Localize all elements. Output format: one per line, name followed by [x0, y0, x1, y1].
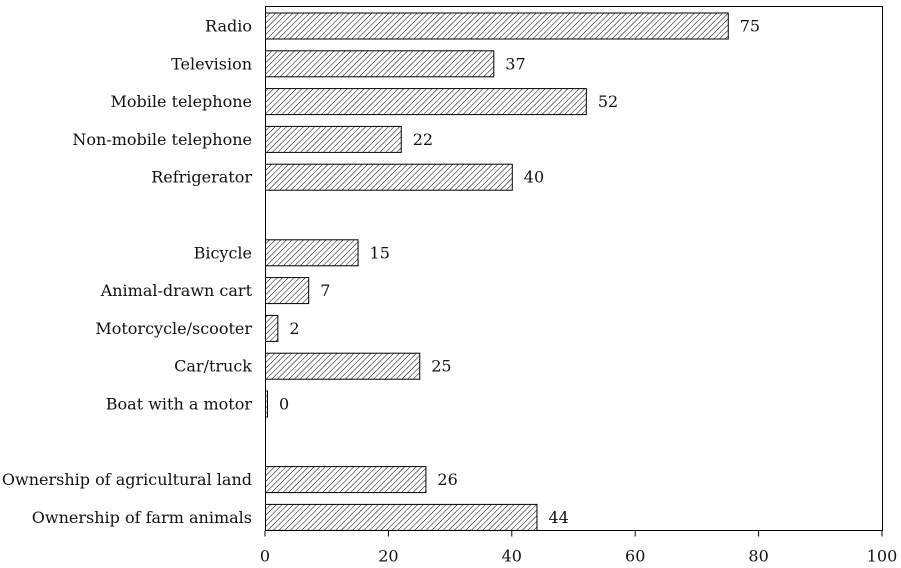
x-axis-ticks-group: 0 20 40 60 80 100: [260, 530, 898, 566]
category-label-non-mobile-telephone: Non-mobile telephone: [72, 130, 252, 149]
x-tick-label-0: 0: [260, 547, 270, 566]
category-label-mobile-telephone: Mobile telephone: [111, 92, 252, 111]
x-tick-label-80: 80: [748, 547, 768, 566]
value-label-boat-with-a-motor: 0: [279, 395, 289, 414]
value-labels-group: 75 37 52 22 40 15 7 2 25 0 26 44: [279, 17, 760, 527]
category-label-ownership-of-farm-animals: Ownership of farm animals: [32, 508, 252, 527]
value-label-bicycle: 15: [370, 243, 390, 262]
bars-group: [265, 12, 729, 531]
value-label-animal-drawn-cart: 7: [320, 281, 330, 300]
category-label-boat-with-a-motor: Boat with a motor: [106, 395, 253, 414]
category-label-refrigerator: Refrigerator: [151, 168, 252, 187]
category-label-ownership-of-agricultural-land: Ownership of agricultural land: [2, 470, 252, 489]
value-label-motorcycle-scooter: 2: [289, 319, 299, 338]
x-tick-label-60: 60: [625, 547, 645, 566]
category-label-motorcycle-scooter: Motorcycle/scooter: [95, 319, 252, 338]
bar-radio: [265, 12, 729, 40]
bar-animal-drawn-cart: [265, 277, 310, 305]
bar-motorcycle-scooter: [265, 314, 279, 342]
value-label-mobile-telephone: 52: [598, 92, 618, 111]
value-label-refrigerator: 40: [524, 168, 544, 187]
bar-bicycle: [265, 239, 359, 267]
x-tick-label-40: 40: [502, 547, 522, 566]
bar-television: [265, 50, 495, 78]
value-label-ownership-of-agricultural-land: 26: [437, 470, 457, 489]
bar-boat-with-a-motor: [265, 390, 268, 418]
bar-non-mobile-telephone: [265, 125, 402, 153]
x-tick-label-100: 100: [867, 547, 898, 566]
category-labels-group: Radio Television Mobile telephone Non-mobil…: [2, 17, 253, 527]
category-label-television: Television: [171, 54, 252, 73]
category-label-animal-drawn-cart: Animal-drawn cart: [100, 281, 253, 300]
value-label-ownership-of-farm-animals: 44: [548, 508, 568, 527]
value-label-non-mobile-telephone: 22: [413, 130, 433, 149]
plot-frame: [265, 6, 883, 531]
value-label-car-truck: 25: [431, 357, 451, 376]
x-tick-label-20: 20: [378, 547, 398, 566]
bar-ownership-of-farm-animals: [265, 503, 538, 531]
value-label-radio: 75: [740, 17, 760, 36]
bar-car-truck: [265, 352, 421, 380]
value-label-television: 37: [505, 54, 525, 73]
category-label-bicycle: Bicycle: [194, 243, 252, 262]
bar-ownership-of-agricultural-land: [265, 466, 427, 494]
bar-refrigerator: [265, 163, 513, 191]
category-label-car-truck: Car/truck: [174, 357, 252, 376]
category-label-radio: Radio: [205, 17, 252, 36]
bar-mobile-telephone: [265, 88, 587, 116]
